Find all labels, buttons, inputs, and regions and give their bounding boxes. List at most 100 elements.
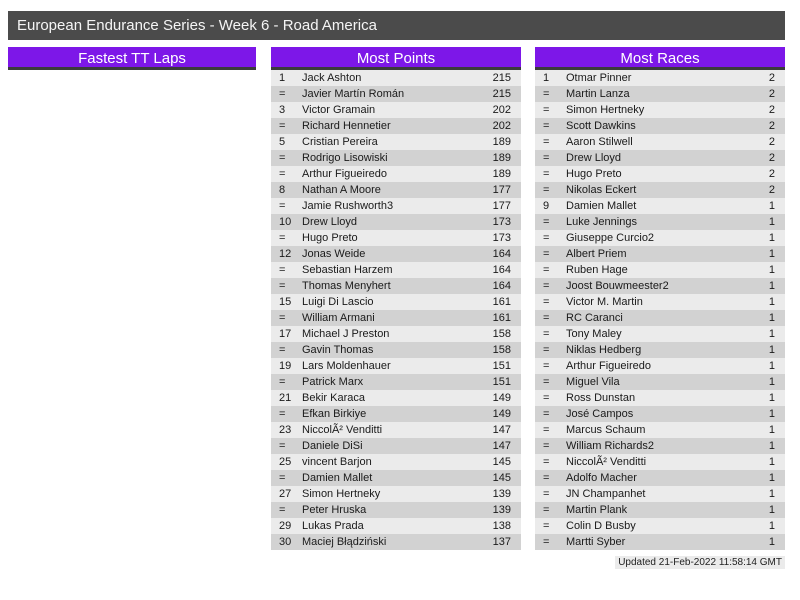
driver-name-cell: Rodrigo Lisowiski <box>302 152 388 164</box>
table-row: = Victor M. Martin 1 <box>535 294 785 310</box>
table-row: = Arthur Figueiredo 189 <box>271 166 521 182</box>
table-row: 23 NiccolÃ² Venditti 147 <box>271 422 521 438</box>
driver-name-cell: Michael J Preston <box>302 328 390 340</box>
panel-fastest-tt-laps: Fastest TT Laps <box>8 47 256 70</box>
rank-cell: 29 <box>279 520 292 532</box>
value-cell: 189 <box>492 136 511 148</box>
rank-cell: = <box>543 424 550 436</box>
driver-name-cell: Miguel Vila <box>566 376 620 388</box>
driver-name-cell: Javier Martín Román <box>302 88 405 100</box>
value-cell: 1 <box>768 264 775 276</box>
table-row: 9 Damien Mallet 1 <box>535 198 785 214</box>
driver-name-cell: Patrick Marx <box>302 376 364 388</box>
rank-cell: 1 <box>279 72 286 84</box>
panel-most-points: Most Points 1 Jack Ashton 215 = Javier Martí… <box>271 47 521 550</box>
driver-name-cell: Drew Lloyd <box>302 216 358 228</box>
table-row: = Richard Hennetier 202 <box>271 118 521 134</box>
table-row: 1 Otmar Pinner 2 <box>535 70 785 86</box>
driver-name-cell: Cristian Pereira <box>302 136 378 148</box>
driver-name-cell: Martin Plank <box>566 504 628 516</box>
driver-name-cell: Otmar Pinner <box>566 72 632 84</box>
rank-cell: = <box>543 360 550 372</box>
driver-name-cell: Bekir Karaca <box>302 392 365 404</box>
driver-name-cell: Thomas Menyhert <box>302 280 391 292</box>
value-cell: 145 <box>492 456 511 468</box>
table-row: = Scott Dawkins 2 <box>535 118 785 134</box>
rank-cell: = <box>279 152 286 164</box>
updated-timestamp: Updated 21-Feb-2022 11:58:14 GMT <box>615 556 785 569</box>
rank-cell: = <box>279 264 286 276</box>
driver-name-cell: Ruben Hage <box>566 264 628 276</box>
value-cell: 1 <box>768 232 775 244</box>
rank-cell: = <box>543 296 550 308</box>
value-cell: 1 <box>768 440 775 452</box>
panel-header-fastest-tt-laps: Fastest TT Laps <box>8 47 256 70</box>
rank-cell: 27 <box>279 488 292 500</box>
value-cell: 147 <box>492 440 511 452</box>
rank-cell: = <box>279 200 286 212</box>
rank-cell: = <box>543 136 550 148</box>
driver-name-cell: Arthur Figueiredo <box>302 168 387 180</box>
table-row: = Efkan Birkiye 149 <box>271 406 521 422</box>
rank-cell: = <box>279 280 286 292</box>
table-row: = Hugo Preto 2 <box>535 166 785 182</box>
value-cell: 1 <box>768 344 775 356</box>
table-row: = Martin Lanza 2 <box>535 86 785 102</box>
value-cell: 215 <box>492 88 511 100</box>
table-row: = William Armani 161 <box>271 310 521 326</box>
driver-name-cell: Nathan A Moore <box>302 184 381 196</box>
table-row: = Luke Jennings 1 <box>535 214 785 230</box>
table-row: 3 Victor Gramain 202 <box>271 102 521 118</box>
driver-name-cell: JN Champanhet <box>566 488 646 500</box>
driver-name-cell: Victor Gramain <box>302 104 376 116</box>
value-cell: 177 <box>492 200 511 212</box>
rank-cell: = <box>543 488 550 500</box>
rank-cell: = <box>543 536 550 548</box>
rank-cell: = <box>279 312 286 324</box>
page-title: European Endurance Series - Week 6 - Roa… <box>8 11 785 40</box>
panel-most-races: Most Races 1 Otmar Pinner 2 = Martin Lanza 2 =… <box>535 47 785 550</box>
value-cell: 139 <box>492 504 511 516</box>
driver-name-cell: Luigi Di Lascio <box>302 296 374 308</box>
value-cell: 173 <box>492 232 511 244</box>
table-row: = RC Caranci 1 <box>535 310 785 326</box>
value-cell: 189 <box>492 168 511 180</box>
value-cell: 1 <box>768 312 775 324</box>
table-row: = Martti Syber 1 <box>535 534 785 550</box>
rank-cell: = <box>279 88 286 100</box>
driver-name-cell: Martin Lanza <box>566 88 630 100</box>
driver-name-cell: Luke Jennings <box>566 216 637 228</box>
value-cell: 2 <box>768 136 775 148</box>
driver-name-cell: Jonas Weide <box>302 248 366 260</box>
table-row: = Nikolas Eckert 2 <box>535 182 785 198</box>
table-row: = Tony Maley 1 <box>535 326 785 342</box>
panel-header-most-points: Most Points <box>271 47 521 70</box>
rank-cell: = <box>543 328 550 340</box>
value-cell: 202 <box>492 120 511 132</box>
driver-name-cell: Victor M. Martin <box>566 296 643 308</box>
table-row: = NiccolÃ² Venditti 1 <box>535 454 785 470</box>
driver-name-cell: NiccolÃ² Venditti <box>302 424 383 436</box>
rank-cell: 25 <box>279 456 292 468</box>
driver-name-cell: Simon Hertneky <box>566 104 645 116</box>
table-row: = JN Champanhet 1 <box>535 486 785 502</box>
value-cell: 215 <box>492 72 511 84</box>
rank-cell: 3 <box>279 104 286 116</box>
driver-name-cell: William Richards2 <box>566 440 655 452</box>
table-row: = Gavin Thomas 158 <box>271 342 521 358</box>
rank-cell: 10 <box>279 216 292 228</box>
rank-cell: = <box>543 264 550 276</box>
value-cell: 164 <box>492 248 511 260</box>
driver-name-cell: Hugo Preto <box>566 168 622 180</box>
table-row: = Marcus Schaum 1 <box>535 422 785 438</box>
value-cell: 1 <box>768 328 775 340</box>
driver-name-cell: Sebastian Harzem <box>302 264 393 276</box>
panel-header-most-races: Most Races <box>535 47 785 70</box>
rank-cell: = <box>543 280 550 292</box>
driver-name-cell: Adolfo Macher <box>566 472 637 484</box>
driver-name-cell: Albert Priem <box>566 248 627 260</box>
table-row: = Drew Lloyd 2 <box>535 150 785 166</box>
rank-cell: = <box>543 520 550 532</box>
table-row: 10 Drew Lloyd 173 <box>271 214 521 230</box>
table-row: = Albert Priem 1 <box>535 246 785 262</box>
